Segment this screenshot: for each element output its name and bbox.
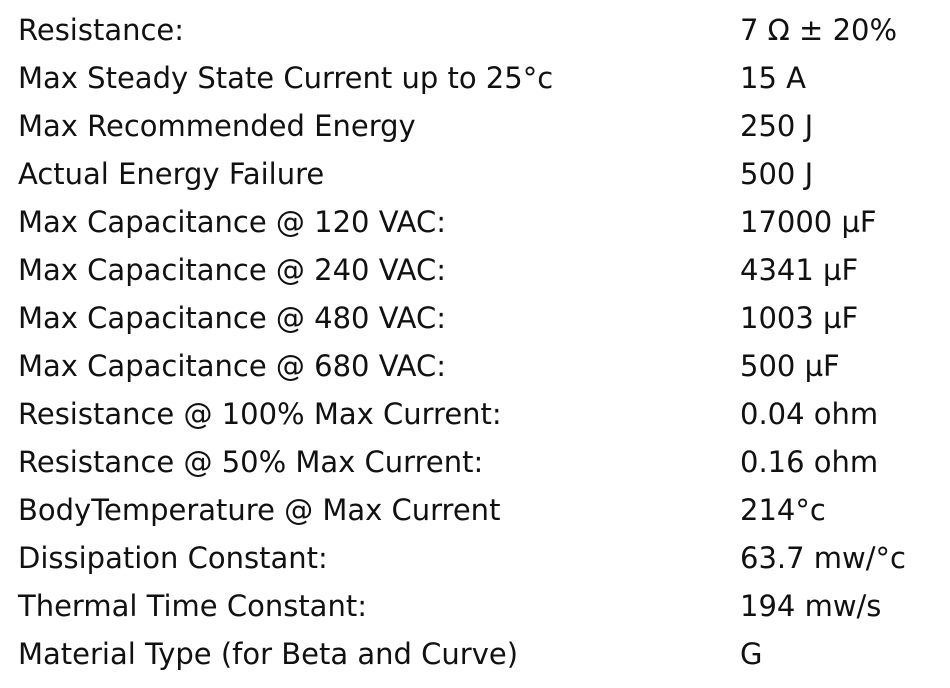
spec-label: Max Steady State Current up to 25°c xyxy=(18,61,554,95)
spec-label: Max Capacitance @ 120 VAC: xyxy=(18,205,447,239)
spec-label: Resistance: xyxy=(18,13,185,47)
spec-label: Max Capacitance @ 480 VAC: xyxy=(18,301,447,335)
spec-value: 0.04 ohm xyxy=(740,397,879,431)
spec-row: Material Type (for Beta and Curve) G xyxy=(0,630,950,678)
spec-row: Max Capacitance @ 480 VAC: 1003 µF xyxy=(0,294,950,342)
spec-value: 250 J xyxy=(740,109,814,143)
spec-value: G xyxy=(740,637,763,671)
spec-row: Max Recommended Energy 250 J xyxy=(0,102,950,150)
spec-label: Dissipation Constant: xyxy=(18,541,328,575)
spec-label: Max Capacitance @ 240 VAC: xyxy=(18,253,447,287)
spec-value: 15 A xyxy=(740,61,806,95)
spec-value: 500 µF xyxy=(740,349,840,383)
spec-row: Dissipation Constant: 63.7 mw/°c xyxy=(0,534,950,582)
spec-value: 0.16 ohm xyxy=(740,445,879,479)
spec-label: Actual Energy Failure xyxy=(18,157,325,191)
spec-value: 500 J xyxy=(740,157,814,191)
spec-value: 194 mw/s xyxy=(740,589,882,623)
spec-label: Thermal Time Constant: xyxy=(18,589,367,623)
spec-row: Resistance @ 100% Max Current: 0.04 ohm xyxy=(0,390,950,438)
spec-value: 4341 µF xyxy=(740,253,859,287)
spec-row: Max Capacitance @ 240 VAC: 4341 µF xyxy=(0,246,950,294)
spec-value: 63.7 mw/°c xyxy=(740,541,906,575)
spec-value: 1003 µF xyxy=(740,301,859,335)
spec-value: 17000 µF xyxy=(740,205,877,239)
spec-label: BodyTemperature @ Max Current xyxy=(18,493,501,527)
spec-value: 214°c xyxy=(740,493,826,527)
spec-row: Resistance: 7 Ω ± 20% xyxy=(0,6,950,54)
spec-row: Max Steady State Current up to 25°c 15 A xyxy=(0,54,950,102)
spec-row: Actual Energy Failure 500 J xyxy=(0,150,950,198)
spec-label: Resistance @ 50% Max Current: xyxy=(18,445,484,479)
spec-label: Max Recommended Energy xyxy=(18,109,416,143)
spec-label: Max Capacitance @ 680 VAC: xyxy=(18,349,447,383)
spec-label: Resistance @ 100% Max Current: xyxy=(18,397,502,431)
spec-value: 7 Ω ± 20% xyxy=(740,13,898,47)
spec-row: Max Capacitance @ 680 VAC: 500 µF xyxy=(0,342,950,390)
spec-row: Resistance @ 50% Max Current: 0.16 ohm xyxy=(0,438,950,486)
spec-row: Thermal Time Constant: 194 mw/s xyxy=(0,582,950,630)
spec-label: Material Type (for Beta and Curve) xyxy=(18,637,519,671)
spec-row: BodyTemperature @ Max Current 214°c xyxy=(0,486,950,534)
spec-row: Max Capacitance @ 120 VAC: 17000 µF xyxy=(0,198,950,246)
